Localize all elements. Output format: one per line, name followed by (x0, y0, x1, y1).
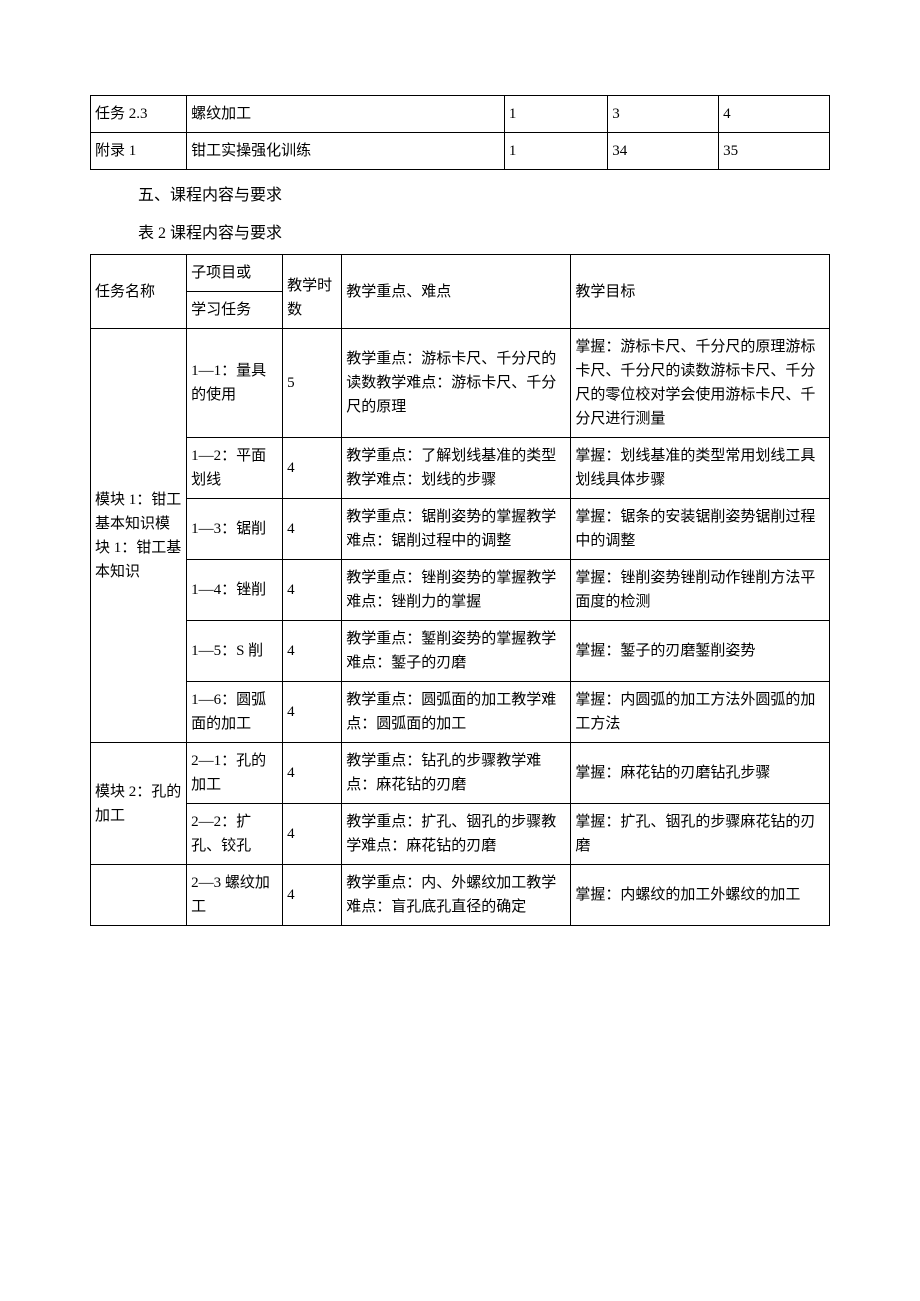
header-subtask-top: 子项目或 (187, 255, 282, 292)
goal-cell: 掌握：内圆弧的加工方法外圆弧的加工方法 (571, 682, 830, 743)
table-row: 附录 1 钳工实操强化训练 1 34 35 (91, 133, 830, 170)
subtask-cell: 1—1：量具的使用 (187, 329, 283, 438)
table-row: 1—5：S 削 4 教学重点：錾削姿势的掌握教学难点：錾子的刃磨 掌握：錾子的刃… (91, 621, 830, 682)
summary-table: 任务 2.3 螺纹加工 1 3 4 附录 1 钳工实操强化训练 1 34 35 (90, 95, 830, 170)
goal-cell: 掌握：锉削姿势锉削动作锉削方法平面度的检测 (571, 560, 830, 621)
header-subtask: 子项目或 学习任务 (187, 255, 283, 329)
cell-val: 35 (719, 133, 830, 170)
focus-cell: 教学重点：扩孔、铟孔的步骤教学难点：麻花钻的刃磨 (342, 804, 571, 865)
cell-task-id: 附录 1 (91, 133, 187, 170)
cell-task-name: 钳工实操强化训练 (187, 133, 505, 170)
content-requirements-table: 任务名称 子项目或 学习任务 教学时数 教学重点、难点 教学目标 模块 1：钳工… (90, 254, 830, 926)
table-row: 模块 1：钳工基本知识模块 1：钳工基本知识 1—1：量具的使用 5 教学重点：… (91, 329, 830, 438)
goal-cell: 掌握：锯条的安装锯削姿势锯削过程中的调整 (571, 499, 830, 560)
cell-val: 3 (608, 96, 719, 133)
header-goal: 教学目标 (571, 255, 830, 329)
subtask-cell: 1—3：锯削 (187, 499, 283, 560)
module-label-empty (91, 865, 187, 926)
focus-cell: 教学重点：了解划线基准的类型教学难点：划线的步骤 (342, 438, 571, 499)
goal-cell: 掌握：划线基准的类型常用划线工具划线具体步骤 (571, 438, 830, 499)
cell-val: 1 (504, 96, 607, 133)
table-row: 1—2：平面划线 4 教学重点：了解划线基准的类型教学难点：划线的步骤 掌握：划… (91, 438, 830, 499)
goal-cell: 掌握：扩孔、铟孔的步骤麻花钻的刃磨 (571, 804, 830, 865)
subtask-cell: 2—1：孔的加工 (187, 743, 283, 804)
cell-val: 1 (504, 133, 607, 170)
hours-cell: 4 (283, 560, 342, 621)
cell-val: 4 (719, 96, 830, 133)
hours-cell: 4 (283, 804, 342, 865)
hours-cell: 4 (283, 499, 342, 560)
table-row: 1—6：圆弧面的加工 4 教学重点：圆弧面的加工教学难点：圆弧面的加工 掌握：内… (91, 682, 830, 743)
focus-cell: 教学重点：锯削姿势的掌握教学难点：锯削过程中的调整 (342, 499, 571, 560)
subtask-cell: 1—6：圆弧面的加工 (187, 682, 283, 743)
hours-cell: 4 (283, 621, 342, 682)
section-title: 五、课程内容与要求 (90, 180, 830, 212)
subtask-cell: 1—4：锉削 (187, 560, 283, 621)
table-header-row: 任务名称 子项目或 学习任务 教学时数 教学重点、难点 教学目标 (91, 255, 830, 329)
focus-cell: 教学重点：圆弧面的加工教学难点：圆弧面的加工 (342, 682, 571, 743)
table-row: 1—4：锉削 4 教学重点：锉削姿势的掌握教学难点：锉削力的掌握 掌握：锉削姿势… (91, 560, 830, 621)
goal-cell: 掌握：游标卡尺、千分尺的原理游标卡尺、千分尺的读数游标卡尺、千分尺的零位校对学会… (571, 329, 830, 438)
module-label: 模块 1：钳工基本知识模块 1：钳工基本知识 (91, 329, 187, 743)
table-row: 1—3：锯削 4 教学重点：锯削姿势的掌握教学难点：锯削过程中的调整 掌握：锯条… (91, 499, 830, 560)
header-hours: 教学时数 (283, 255, 342, 329)
table-row: 任务 2.3 螺纹加工 1 3 4 (91, 96, 830, 133)
focus-cell: 教学重点：钻孔的步骤教学难点：麻花钻的刃磨 (342, 743, 571, 804)
subtask-cell: 2—2：扩孔、铰孔 (187, 804, 283, 865)
header-subtask-bot: 学习任务 (187, 292, 282, 329)
table-row: 2—2：扩孔、铰孔 4 教学重点：扩孔、铟孔的步骤教学难点：麻花钻的刃磨 掌握：… (91, 804, 830, 865)
cell-task-name: 螺纹加工 (187, 96, 505, 133)
cell-task-id: 任务 2.3 (91, 96, 187, 133)
goal-cell: 掌握：麻花钻的刃磨钻孔步骤 (571, 743, 830, 804)
subtask-cell: 1—5：S 削 (187, 621, 283, 682)
hours-cell: 4 (283, 682, 342, 743)
focus-cell: 教学重点：锉削姿势的掌握教学难点：锉削力的掌握 (342, 560, 571, 621)
focus-cell: 教学重点：游标卡尺、千分尺的读数教学难点：游标卡尺、千分尺的原理 (342, 329, 571, 438)
hours-cell: 4 (283, 865, 342, 926)
goal-cell: 掌握：内螺纹的加工外螺纹的加工 (571, 865, 830, 926)
header-focus: 教学重点、难点 (342, 255, 571, 329)
hours-cell: 4 (283, 743, 342, 804)
focus-cell: 教学重点：錾削姿势的掌握教学难点：錾子的刃磨 (342, 621, 571, 682)
module-label: 模块 2：孔的加工 (91, 743, 187, 865)
focus-cell: 教学重点：内、外螺纹加工教学难点：盲孔底孔直径的确定 (342, 865, 571, 926)
goal-cell: 掌握：錾子的刃磨錾削姿势 (571, 621, 830, 682)
table-row: 2—3 螺纹加工 4 教学重点：内、外螺纹加工教学难点：盲孔底孔直径的确定 掌握… (91, 865, 830, 926)
subtask-cell: 1—2：平面划线 (187, 438, 283, 499)
header-task-name: 任务名称 (91, 255, 187, 329)
table-caption: 表 2 课程内容与要求 (90, 218, 830, 250)
hours-cell: 4 (283, 438, 342, 499)
cell-val: 34 (608, 133, 719, 170)
table-row: 模块 2：孔的加工 2—1：孔的加工 4 教学重点：钻孔的步骤教学难点：麻花钻的… (91, 743, 830, 804)
hours-cell: 5 (283, 329, 342, 438)
subtask-cell: 2—3 螺纹加工 (187, 865, 283, 926)
